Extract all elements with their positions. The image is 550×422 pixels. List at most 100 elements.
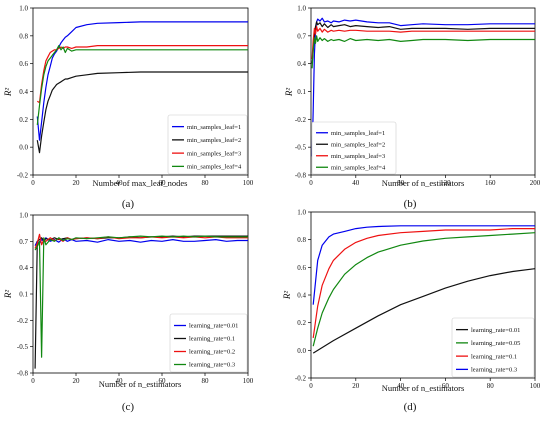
y-tick-label: 0.8 [19, 32, 28, 40]
x-tick-label: 60 [442, 382, 450, 390]
legend-label-2: min_samples_leaf=2 [331, 141, 385, 148]
series-line-2 [311, 21, 535, 64]
legend-label-1: min_samples_leaf=1 [331, 130, 385, 137]
y-tick-label: 0.0 [19, 144, 28, 152]
series-line-1 [36, 21, 248, 141]
legend-label-4: learning_rate=0.3 [189, 362, 235, 369]
x-axis-label: Number of n_estimators [99, 379, 182, 389]
panel-label: (a) [122, 198, 135, 210]
panel-label: (b) [404, 198, 417, 210]
series-group [34, 233, 248, 369]
legend-label-3: learning_rate=0.2 [189, 349, 235, 356]
legend-box [451, 317, 535, 378]
x-tick-label: 80 [487, 382, 495, 390]
y-tick-label: -0.2 [17, 317, 29, 325]
x-tick-label: 60 [159, 377, 167, 385]
y-axis-label: R² [284, 88, 294, 97]
legend-label-1: learning_rate=0.01 [189, 323, 238, 330]
x-tick-label: 120 [440, 179, 451, 187]
y-tick-label: 0.7 [19, 238, 28, 246]
x-tick-label: 20 [352, 382, 360, 390]
legend-label-4: learning_rate=0.3 [471, 367, 517, 374]
y-axis-label: R² [282, 291, 292, 300]
x-tick-label: 200 [530, 179, 541, 187]
x-tick-label: 40 [116, 179, 124, 187]
series-line-1 [312, 268, 535, 354]
y-tick-label: 0.2 [19, 116, 28, 124]
series-line-4 [312, 225, 535, 305]
series-line-4 [311, 35, 535, 69]
legend-label-1: learning_rate=0.01 [471, 327, 520, 334]
panel-label: (d) [404, 401, 417, 413]
legend: min_samples_leaf=1 min_samples_leaf=2 min_… [167, 114, 248, 175]
x-tick-label: 40 [397, 382, 405, 390]
x-tick-label: 20 [73, 179, 81, 187]
series-line-4 [34, 235, 248, 358]
y-tick-label: 0.7 [297, 32, 306, 40]
legend-box [169, 313, 248, 373]
y-tick-label: 0.4 [297, 292, 306, 300]
y-tick-label: 0.4 [19, 264, 28, 272]
y-tick-label: -0.2 [17, 172, 29, 180]
y-tick-label: 0.1 [297, 88, 306, 96]
x-tick-label: 0 [31, 377, 35, 385]
x-axis-label: Number of n_estimators [382, 178, 465, 188]
legend-label-4: min_samples_leaf=4 [187, 164, 242, 171]
y-tick-label: -0.5 [17, 343, 29, 351]
x-tick-label: 100 [243, 377, 254, 385]
y-tick-label: 0.2 [297, 319, 306, 327]
y-axis-label: R² [3, 290, 13, 299]
legend: min_samples_leaf=1 min_samples_leaf=2 min_… [311, 121, 397, 175]
y-tick-label: -0.8 [17, 370, 29, 378]
legend-label-3: min_samples_leaf=3 [331, 153, 385, 160]
legend-label-2: min_samples_leaf=2 [187, 137, 241, 144]
series-group [311, 17, 535, 157]
series-line-3 [36, 44, 248, 104]
legend-label-2: learning_rate=0.1 [189, 336, 235, 343]
y-tick-label: -0.2 [295, 375, 307, 383]
y-tick-label: -0.5 [295, 144, 307, 152]
y-tick-label: 0.6 [297, 264, 306, 272]
x-tick-label: 80 [202, 179, 210, 187]
y-tick-label: -0.8 [295, 172, 307, 180]
series-line-1 [311, 17, 535, 157]
series-line-2 [36, 71, 248, 154]
series-group [312, 225, 535, 354]
series-line-2 [312, 232, 535, 347]
x-tick-label: 60 [159, 179, 167, 187]
y-tick-label: -0.2 [295, 116, 307, 124]
x-tick-label: 160 [485, 179, 496, 187]
legend-label-2: learning_rate=0.05 [471, 340, 520, 347]
y-tick-label: 0.4 [19, 88, 28, 96]
x-tick-label: 0 [309, 179, 313, 187]
legend-label-1: min_samples_leaf=1 [187, 124, 241, 131]
y-axis-label: R² [3, 88, 13, 97]
x-tick-label: 0 [31, 179, 35, 187]
x-tick-label: 100 [530, 382, 541, 390]
series-line-4 [36, 44, 248, 125]
legend-label-4: min_samples_leaf=4 [331, 164, 386, 171]
y-tick-label: 0.8 [297, 236, 306, 244]
legend-label-3: learning_rate=0.1 [471, 353, 517, 360]
y-tick-label: 0.4 [297, 60, 306, 68]
y-tick-label: 1.0 [19, 5, 28, 13]
y-tick-label: 1.0 [297, 5, 306, 13]
series-line-3 [311, 26, 535, 60]
panel-a: 0 20 40 60 80 100 -0.2 0.0 0.2 0.4 0.6 0.8 1.0 Number… [3, 5, 254, 211]
y-tick-label: 0.0 [297, 347, 306, 355]
legend: learning_rate=0.01 learning_rate=0.1learn… [169, 313, 248, 373]
x-tick-label: 40 [116, 377, 124, 385]
x-tick-label: 80 [397, 179, 405, 187]
panel-d: 0 20 40 60 80 100 -0.2 0.0 0.2 0.4 0.6 0.8 1.0 Number… [282, 209, 541, 414]
panel-b: 0 40 80 120 160 200 -0.8 -0.5 -0.2 0.1 0.4 0.7 1.0 Nu… [284, 5, 541, 211]
y-tick-label: 1.0 [19, 212, 28, 220]
legend-label-3: min_samples_leaf=3 [187, 150, 241, 157]
y-tick-label: 0.6 [19, 60, 28, 68]
series-group [36, 21, 248, 154]
x-tick-label: 0 [309, 382, 313, 390]
x-axis-label: Number of max_leaf_nodes [93, 178, 188, 188]
legend-box [167, 114, 248, 175]
x-tick-label: 20 [73, 377, 81, 385]
y-tick-label: 1.0 [297, 209, 306, 217]
